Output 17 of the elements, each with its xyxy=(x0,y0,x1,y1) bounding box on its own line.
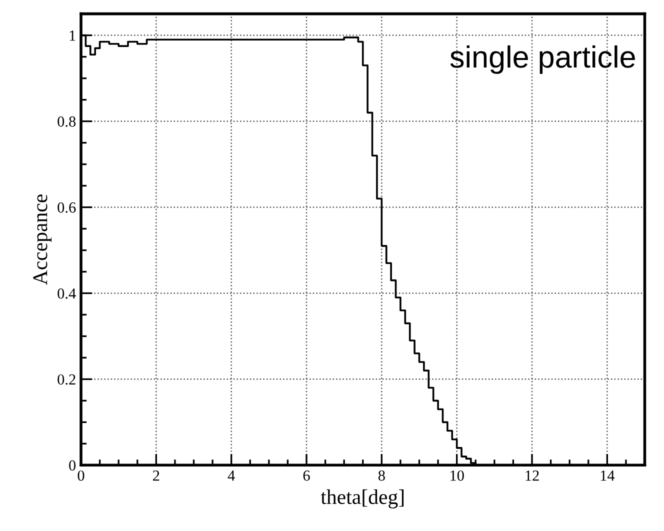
y-tick-label: 0.4 xyxy=(58,288,76,299)
y-axis-title: Accepance xyxy=(33,194,52,285)
x-tick-label: 4 xyxy=(228,470,235,481)
y-tick-label: 1 xyxy=(70,30,76,41)
y-tick-label: 0 xyxy=(69,460,76,471)
y-tick-label: 0.6 xyxy=(58,202,76,213)
x-tick-label: 8 xyxy=(378,470,385,481)
x-tick-label: 10 xyxy=(450,470,464,481)
x-tick-label: 6 xyxy=(303,470,310,481)
x-axis-title: theta[deg] xyxy=(320,489,404,508)
x-tick-label: 2 xyxy=(153,470,160,481)
x-tick-label: 0 xyxy=(78,470,84,481)
x-tick-label: 14 xyxy=(600,470,615,481)
y-tick-label: 0.2 xyxy=(58,374,76,385)
y-tick-label: 0.8 xyxy=(58,116,76,127)
annotation: single particle xyxy=(450,45,635,74)
x-tick-label: 12 xyxy=(526,470,539,481)
